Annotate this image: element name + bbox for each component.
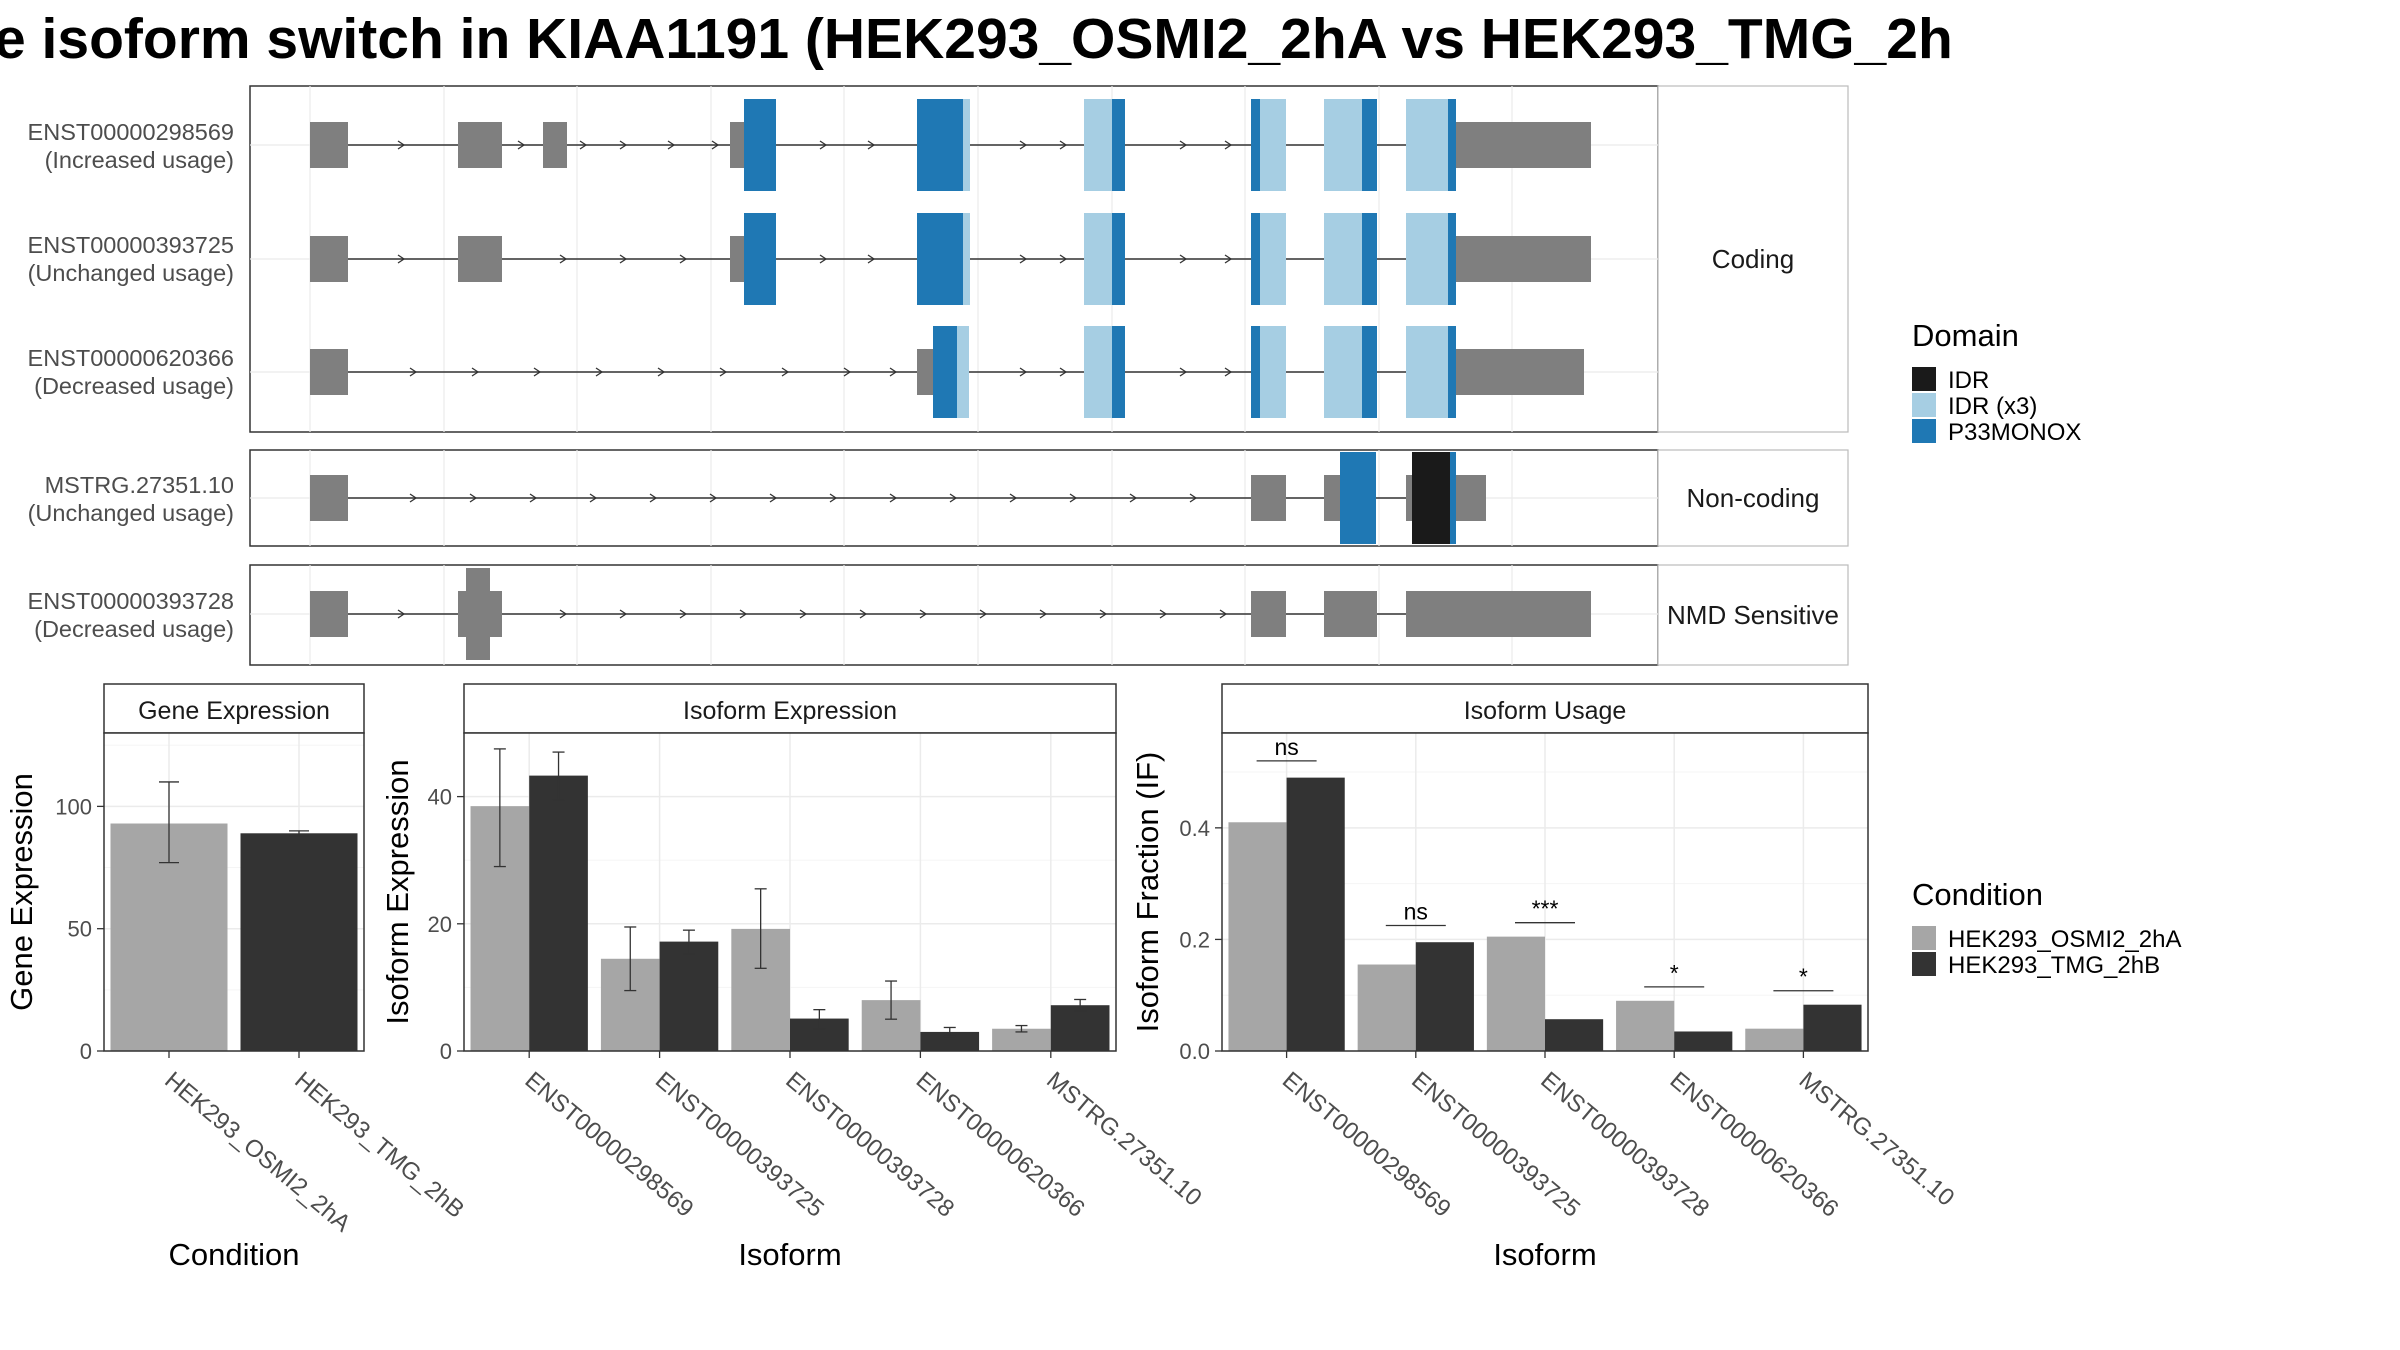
y-tick-label: 0.4 [1179,816,1210,841]
row-label-id: ENST00000393725 [28,232,234,258]
strip-noncoding [1657,449,1849,547]
bar [1803,1004,1862,1051]
row-label-usage: (Unchanged usage) [28,500,234,526]
legend-domain-swatch [1912,367,1936,391]
legend-domain-label: IDR [1948,367,1989,394]
transcript-row-ENST00000620366 [310,326,1584,418]
strip-label-coding: Coding [1712,244,1794,274]
strip-label-nmd: NMD Sensitive [1667,600,1839,630]
x-axis-title: Isoform [1493,1237,1596,1272]
row-label-id: MSTRG.27351.10 [45,472,234,498]
y-tick-label: 0.2 [1179,927,1210,952]
transcript-row-ENST00000298569 [310,99,1591,191]
bar [1745,1028,1804,1051]
y-axis-title: Isoform Expression [380,759,415,1024]
plot-border [103,732,365,1052]
significance-label: * [1670,960,1679,986]
row-label-id: ENST00000393728 [28,588,234,614]
legend-domain-label: IDR (x3) [1948,393,2037,420]
bar [1545,1019,1604,1051]
domain-legend: Domain IDR IDR (x3) P33MONOX [1912,318,2081,446]
row-label-id: ENST00000620366 [28,345,234,371]
strip-nmd [1657,564,1849,666]
legend-condition-label: HEK293_OSMI2_2hA [1948,926,2181,953]
bar [529,775,588,1051]
bar [1486,936,1545,1051]
strip-label-noncoding: Non-coding [1687,483,1820,513]
legend-domain-label: P33MONOX [1948,419,2081,446]
bar [240,833,358,1051]
bar [1616,1000,1675,1051]
chart-strip [463,683,1117,734]
row-label-usage: (Increased usage) [45,147,234,173]
row-label-usage: (Decreased usage) [34,616,234,642]
y-tick-label: 20 [428,912,452,937]
y-tick-label: 0 [80,1039,92,1064]
legend-domain-title: Domain [1912,318,2019,353]
strip-coding [1657,85,1849,433]
y-tick-label: 40 [428,785,452,810]
y-tick-label: 0 [440,1039,452,1064]
x-axis-title: Isoform [738,1237,841,1272]
bar [1357,964,1416,1051]
legend-condition-title: Condition [1912,877,2043,912]
significance-label: *** [1532,896,1559,922]
row-label-usage: (Unchanged usage) [28,260,234,286]
transcript-structure-plot: Coding Non-coding NMD Sensitive ENST0000 [28,85,1849,666]
y-axis-title: Isoform Fraction (IF) [1130,752,1165,1033]
transcript-row-ENST00000393725 [310,213,1591,305]
y-tick-label: 50 [68,917,92,942]
chart-title: Gene Expression [138,697,330,725]
intron-arrows [397,140,1233,619]
transcript-row-MSTRG.27351.10 [310,452,1486,544]
y-axis-title: Gene Expression [4,773,39,1011]
significance-label: ns [1274,734,1298,760]
transcript-row-ENST00000393728 [310,568,1591,660]
legend-condition-label: HEK293_TMG_2hB [1948,952,2160,979]
isoform-expression-chart: Isoform Expression02040ENST00000298569EN… [380,683,1207,1272]
significance-label: * [1799,964,1808,990]
legend-domain-swatch [1912,393,1936,417]
chart-strip [103,683,365,734]
x-axis-title: Condition [169,1237,300,1272]
row-label-id: ENST00000298569 [28,119,234,145]
chart-title: Isoform Usage [1464,697,1627,725]
legend-condition-swatch [1912,926,1936,950]
condition-legend: Condition HEK293_OSMI2_2hA HEK293_TMG_2h… [1912,877,2181,979]
bar [659,941,719,1051]
bar [1286,777,1345,1051]
bar [992,1028,1051,1051]
y-tick-label: 100 [55,794,92,819]
chart-title: Isoform Expression [683,697,897,725]
figure-title: e isoform switch in KIAA1191 (HEK293_OSM… [0,7,1953,71]
legend-condition-swatch [1912,952,1936,976]
bar [1415,942,1474,1051]
bar [1050,1005,1110,1051]
significance-label: ns [1404,898,1428,924]
bar [920,1031,980,1051]
legend-domain-swatch [1912,419,1936,443]
bar [1228,822,1287,1051]
row-label-usage: (Decreased usage) [34,373,234,399]
y-tick-label: 0.0 [1179,1039,1210,1064]
bar [1674,1031,1733,1051]
